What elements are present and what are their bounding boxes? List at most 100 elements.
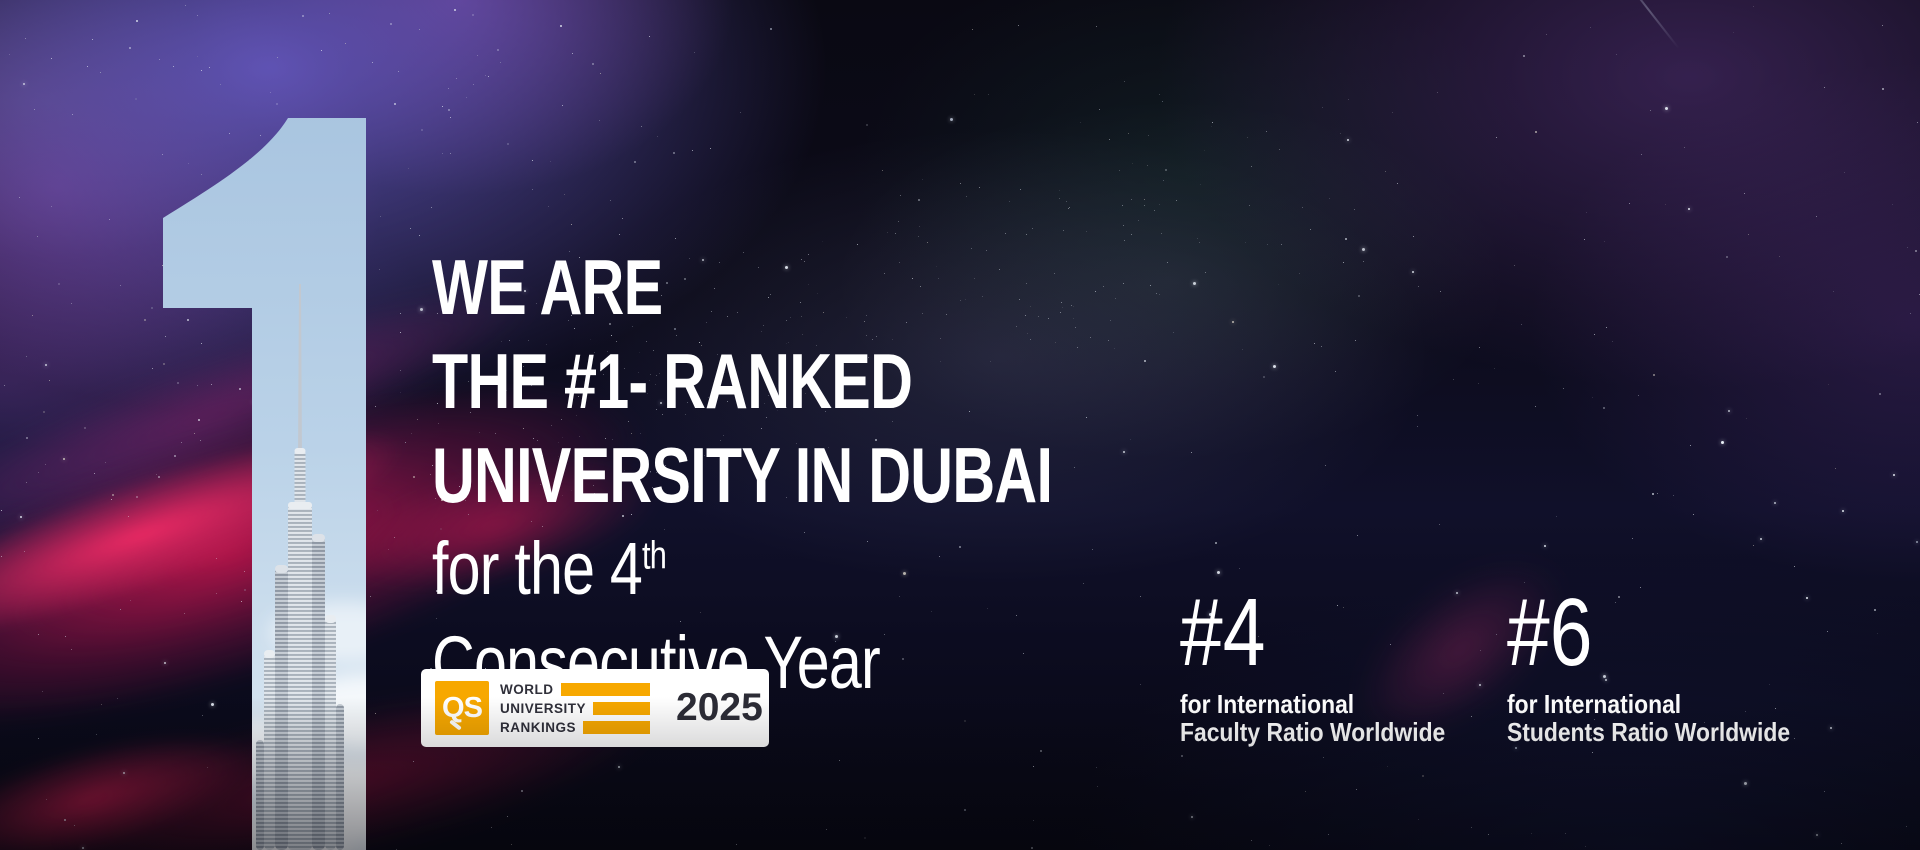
- star: [449, 116, 451, 118]
- star: [575, 415, 577, 417]
- star: [1009, 201, 1011, 203]
- star: [974, 94, 976, 96]
- star: [395, 848, 397, 850]
- star: [1815, 215, 1817, 217]
- star: [1249, 204, 1251, 206]
- star: [1196, 238, 1198, 240]
- star: [990, 361, 992, 363]
- star: [344, 43, 346, 44]
- star: [32, 314, 34, 316]
- qs-ranking-badge: QS WORLD UNIVERSITY RANKINGS 2025: [421, 669, 769, 747]
- star: [765, 416, 767, 418]
- star: [209, 67, 211, 69]
- star: [986, 608, 988, 609]
- star: [949, 118, 953, 122]
- star: [1918, 293, 1920, 295]
- star: [1544, 544, 1546, 547]
- star: [452, 392, 454, 394]
- star: [1774, 708, 1776, 710]
- star: [1026, 332, 1028, 334]
- star: [769, 293, 771, 295]
- star: [400, 312, 402, 314]
- star: [467, 513, 469, 515]
- star: [521, 789, 524, 792]
- star: [656, 471, 657, 473]
- star: [787, 342, 789, 343]
- star: [490, 480, 492, 482]
- star: [64, 819, 67, 822]
- star: [41, 691, 43, 693]
- star: [506, 143, 509, 146]
- star: [1175, 199, 1177, 201]
- star: [560, 419, 562, 421]
- star: [1075, 326, 1077, 328]
- star: [1726, 255, 1728, 258]
- star: [834, 634, 838, 638]
- star: [531, 159, 533, 161]
- star: [686, 402, 688, 404]
- star: [1639, 587, 1641, 589]
- star: [1089, 337, 1091, 339]
- star: [1794, 565, 1796, 567]
- star: [200, 440, 202, 442]
- star: [1611, 341, 1613, 343]
- ordinal-superscript: th: [642, 534, 667, 577]
- star: [1493, 367, 1495, 369]
- star: [1615, 54, 1617, 56]
- star: [495, 433, 496, 434]
- star: [1844, 171, 1846, 173]
- star: [430, 473, 431, 475]
- star: [0, 510, 2, 512]
- star: [1760, 538, 1763, 540]
- star: [735, 844, 737, 846]
- star: [695, 449, 697, 451]
- star: [1065, 200, 1067, 202]
- badge-org-row: UNIVERSITY: [500, 699, 650, 718]
- star: [436, 617, 438, 619]
- star: [1025, 233, 1027, 235]
- star: [509, 339, 511, 341]
- star: [905, 375, 907, 377]
- star: [838, 759, 840, 761]
- star: [921, 178, 923, 180]
- star: [1054, 272, 1055, 274]
- star: [936, 266, 937, 268]
- star: [669, 477, 671, 479]
- star: [1480, 649, 1482, 651]
- star: [1456, 591, 1459, 594]
- star: [158, 475, 161, 478]
- star: [662, 414, 663, 416]
- star: [578, 389, 580, 391]
- star: [658, 373, 660, 375]
- star: [499, 275, 501, 277]
- star: [764, 403, 766, 405]
- star: [918, 198, 920, 201]
- star: [800, 315, 802, 317]
- star: [640, 433, 642, 434]
- star: [1172, 331, 1174, 333]
- star: [1278, 149, 1280, 151]
- star: [58, 282, 61, 285]
- star: [46, 799, 48, 801]
- star: [559, 25, 562, 28]
- star: [127, 515, 129, 517]
- star: [763, 324, 765, 326]
- star: [639, 352, 641, 354]
- star: [1118, 169, 1120, 171]
- star: [370, 595, 371, 597]
- star: [1390, 643, 1392, 645]
- star: [578, 396, 580, 398]
- star: [429, 667, 432, 670]
- star: [1138, 219, 1140, 221]
- star: [905, 322, 907, 324]
- star: [853, 406, 855, 408]
- star: [1162, 100, 1163, 102]
- star: [437, 402, 439, 404]
- star: [436, 590, 439, 593]
- star: [784, 265, 788, 269]
- star: [702, 259, 704, 262]
- star: [198, 418, 200, 421]
- star: [464, 461, 466, 463]
- star: [570, 314, 572, 316]
- star: [793, 647, 794, 649]
